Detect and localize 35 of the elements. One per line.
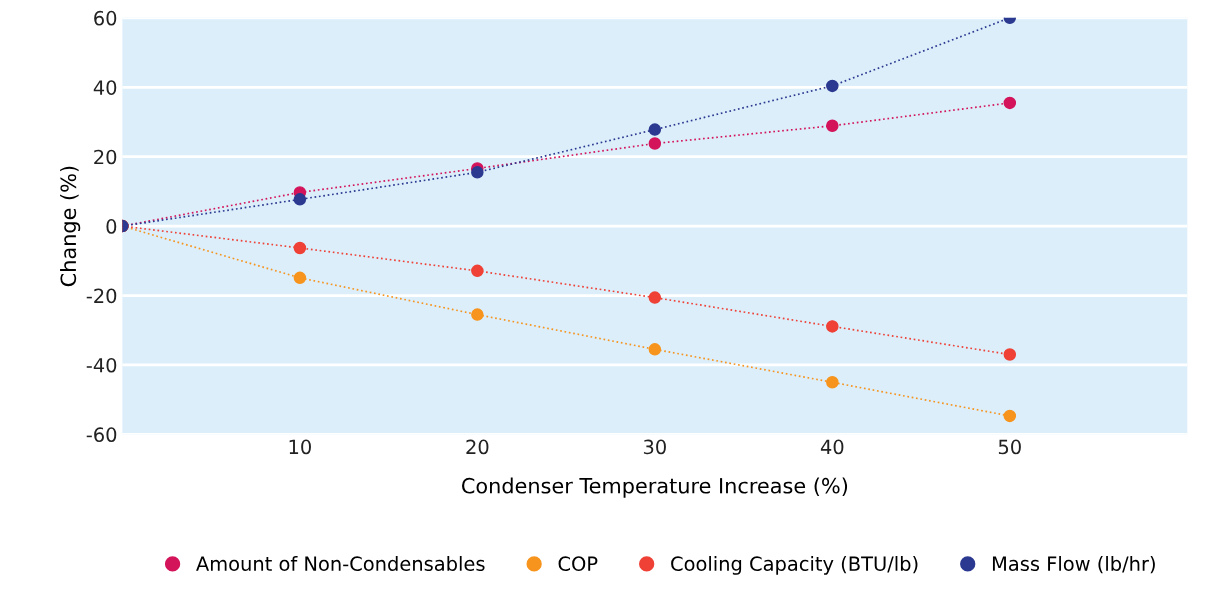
y-tick-label: -40 (86, 357, 117, 373)
y-tick-label: 40 (93, 80, 117, 95)
point (648, 343, 662, 356)
point (648, 123, 662, 136)
legend-label: Amount of Non-Condensables (196, 555, 485, 572)
point (826, 376, 839, 389)
y-tick-label: 20 (94, 149, 117, 165)
point (471, 308, 484, 321)
y-tick-label: -60 (86, 427, 117, 443)
point (1003, 409, 1017, 423)
legend-label: Mass Flow (lb/hr) (992, 555, 1155, 574)
x-axis-title: Condenser Temperature Increase (%) (462, 477, 848, 498)
point (826, 119, 839, 133)
point (293, 271, 307, 285)
point (1003, 348, 1017, 361)
legend-label: COP (558, 556, 598, 572)
y-tick-label: 60 (94, 10, 117, 26)
point (293, 241, 307, 255)
point (471, 264, 484, 278)
x-tick-label: 20 (466, 439, 489, 455)
point (648, 291, 662, 304)
y-tick-label: 0 (106, 219, 117, 234)
point (471, 166, 484, 179)
y-axis-title: Change (%) (60, 166, 81, 287)
point (1003, 96, 1017, 110)
point (826, 320, 839, 333)
point (648, 137, 662, 150)
x-tick-label: 40 (820, 439, 844, 455)
point (826, 79, 839, 93)
y-tick-label: -20 (86, 288, 117, 304)
point (293, 193, 307, 206)
x-tick-label: 50 (998, 439, 1021, 455)
legend-label: Cooling Capacity (BTU/lb) (671, 555, 918, 575)
x-tick-label: 30 (643, 439, 666, 455)
x-tick-label: 10 (289, 439, 311, 455)
